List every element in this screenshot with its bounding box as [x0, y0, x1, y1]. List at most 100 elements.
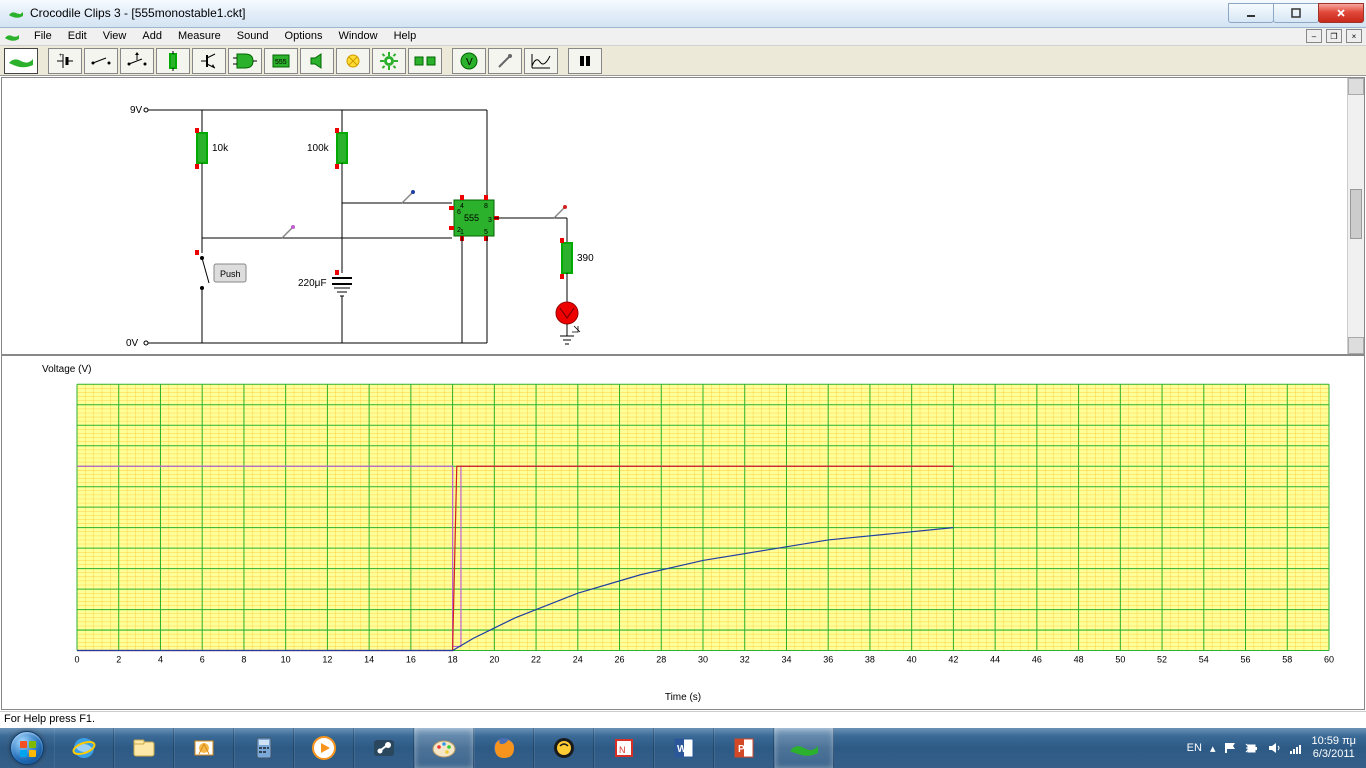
tray-chevron-up-icon[interactable]: ▴ [1210, 742, 1216, 755]
tool-voltmeter[interactable]: V [452, 48, 486, 74]
tool-transistor[interactable] [192, 48, 226, 74]
status-text: For Help press F1. [4, 713, 95, 725]
svg-text:6: 6 [200, 655, 205, 665]
svg-text:6: 6 [457, 209, 461, 216]
statusbar: For Help press F1. [0, 711, 1366, 728]
tool-graph[interactable] [524, 48, 558, 74]
scroll-down-icon[interactable] [1348, 337, 1364, 354]
svg-text:12: 12 [322, 655, 332, 665]
menu-options[interactable]: Options [277, 28, 331, 44]
tool-variable-switch[interactable] [120, 48, 154, 74]
chart-ylabel: Voltage (V) [42, 364, 91, 375]
ic-label: 555 [464, 213, 479, 223]
menu-view[interactable]: View [95, 28, 135, 44]
mdi-controls: – ❐ × [1306, 29, 1366, 43]
taskbar-wmp[interactable] [294, 728, 354, 768]
menu-window[interactable]: Window [330, 28, 385, 44]
svg-text:50: 50 [1115, 655, 1125, 665]
cap-label: 220μF [298, 278, 327, 289]
svg-text:1: 1 [460, 229, 464, 236]
tray-date: 6/3/2011 [1311, 748, 1356, 761]
taskbar-explorer[interactable] [114, 728, 174, 768]
taskbar-steam[interactable] [354, 728, 414, 768]
svg-text:10: 10 [281, 655, 291, 665]
svg-text:+: + [59, 53, 63, 59]
svg-text:42: 42 [948, 655, 958, 665]
menu-edit[interactable]: Edit [60, 28, 95, 44]
tool-switch[interactable] [84, 48, 118, 74]
voltage-chart[interactable]: 0123456789101112130246810121416182022242… [72, 366, 1334, 679]
mdi-close-button[interactable]: × [1346, 29, 1362, 43]
taskbar-app2[interactable]: N [594, 728, 654, 768]
tool-555-chip[interactable]: 555 [264, 48, 298, 74]
tool-logic-gate[interactable] [228, 48, 262, 74]
taskbar-crocodile[interactable] [774, 728, 834, 768]
taskbar-word[interactable]: W [654, 728, 714, 768]
tray-clock[interactable]: 10:59 πμ 6/3/2011 [1311, 735, 1356, 761]
svg-text:16: 16 [406, 655, 416, 665]
push-label: Push [220, 269, 241, 279]
svg-text:58: 58 [1282, 655, 1292, 665]
tool-gear[interactable] [372, 48, 406, 74]
menu-file[interactable]: File [26, 28, 60, 44]
tray-language[interactable]: EN [1187, 742, 1202, 754]
menubar: File Edit View Add Measure Sound Options… [0, 28, 1366, 46]
taskbar-paint[interactable] [414, 728, 474, 768]
tool-pause[interactable] [568, 48, 602, 74]
tool-lamp[interactable] [336, 48, 370, 74]
svg-text:W: W [677, 744, 687, 755]
tray-power-icon[interactable] [1245, 741, 1259, 755]
tool-meter[interactable] [408, 48, 442, 74]
taskbar-outlook[interactable] [174, 728, 234, 768]
svg-text:56: 56 [1241, 655, 1251, 665]
menu-add[interactable]: Add [134, 28, 170, 44]
taskbar-items: N W P [54, 728, 834, 768]
taskbar: N W P EN ▴ 10:59 πμ 6/3/2011 [0, 728, 1366, 768]
svg-text:P: P [738, 744, 745, 755]
tray-flag-icon[interactable] [1223, 741, 1237, 755]
taskbar-powerpoint[interactable]: P [714, 728, 774, 768]
scroll-up-icon[interactable] [1348, 78, 1364, 95]
circuit-scrollbar[interactable] [1347, 78, 1364, 354]
svg-text:20: 20 [489, 655, 499, 665]
svg-text:44: 44 [990, 655, 1000, 665]
maximize-button[interactable] [1273, 3, 1319, 23]
svg-text:V: V [466, 57, 473, 68]
mdi-minimize-button[interactable]: – [1306, 29, 1322, 43]
r3-label: 390 [577, 253, 594, 264]
taskbar-calc[interactable] [234, 728, 294, 768]
tool-probe[interactable] [488, 48, 522, 74]
window-title: Crocodile Clips 3 - [555monostable1.ckt] [30, 6, 1229, 20]
tray-network-icon[interactable] [1289, 741, 1303, 755]
tray-volume-icon[interactable] [1267, 741, 1281, 755]
menu-help[interactable]: Help [386, 28, 425, 44]
taskbar-app1[interactable] [534, 728, 594, 768]
start-button[interactable] [0, 728, 54, 768]
svg-text:8: 8 [241, 655, 246, 665]
mdi-restore-button[interactable]: ❐ [1326, 29, 1342, 43]
svg-text:40: 40 [907, 655, 917, 665]
close-button[interactable] [1318, 3, 1364, 23]
svg-text:4: 4 [158, 655, 163, 665]
rail-high-label: 9V [130, 105, 143, 116]
menu-sound[interactable]: Sound [229, 28, 277, 44]
svg-text:38: 38 [865, 655, 875, 665]
toolbar: + 555 V [0, 46, 1366, 76]
svg-text:36: 36 [823, 655, 833, 665]
svg-text:3: 3 [488, 217, 492, 224]
minimize-button[interactable] [1228, 3, 1274, 23]
tool-resistor[interactable] [156, 48, 190, 74]
tool-crocodile[interactable] [4, 48, 38, 74]
circuit-canvas[interactable]: 9V 0V 10k Push [2, 78, 1364, 356]
r1-label: 10k [212, 143, 229, 154]
tool-battery[interactable]: + [48, 48, 82, 74]
r2-label: 100k [307, 143, 330, 154]
tool-speaker[interactable] [300, 48, 334, 74]
taskbar-firefox[interactable] [474, 728, 534, 768]
system-tray: EN ▴ 10:59 πμ 6/3/2011 [1177, 735, 1366, 761]
svg-text:555: 555 [275, 59, 287, 66]
taskbar-ie[interactable] [54, 728, 114, 768]
svg-text:34: 34 [781, 655, 791, 665]
scroll-thumb[interactable] [1350, 189, 1362, 239]
menu-measure[interactable]: Measure [170, 28, 229, 44]
